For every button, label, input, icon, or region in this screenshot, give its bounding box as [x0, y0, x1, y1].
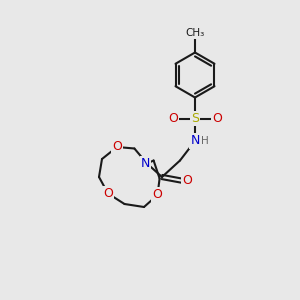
- Text: O: O: [168, 112, 178, 125]
- Text: N: N: [141, 157, 150, 170]
- Text: O: O: [103, 187, 113, 200]
- Text: CH₃: CH₃: [185, 28, 205, 38]
- Text: O: O: [153, 188, 162, 202]
- Text: O: O: [182, 174, 192, 187]
- Text: H: H: [201, 136, 208, 146]
- Text: N: N: [141, 157, 150, 170]
- Text: O: O: [212, 112, 222, 125]
- Text: N: N: [190, 134, 200, 148]
- Text: S: S: [191, 112, 199, 125]
- Text: O: O: [112, 140, 122, 154]
